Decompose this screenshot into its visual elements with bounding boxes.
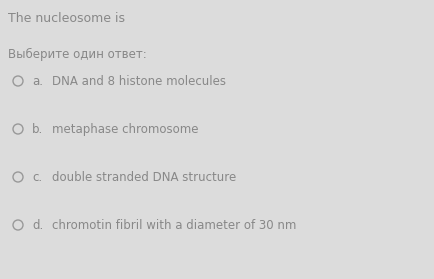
Text: b.: b.	[32, 123, 43, 136]
Text: DNA and 8 histone molecules: DNA and 8 histone molecules	[52, 75, 226, 88]
Text: c.: c.	[32, 171, 42, 184]
Text: metaphase chromosome: metaphase chromosome	[52, 123, 198, 136]
Text: a.: a.	[32, 75, 43, 88]
Text: Выберите один ответ:: Выберите один ответ:	[8, 48, 146, 61]
Text: The nucleosome is: The nucleosome is	[8, 12, 125, 25]
Text: chromotin fibril with a diameter of 30 nm: chromotin fibril with a diameter of 30 n…	[52, 219, 296, 232]
Text: double stranded DNA structure: double stranded DNA structure	[52, 171, 236, 184]
Text: d.: d.	[32, 219, 43, 232]
